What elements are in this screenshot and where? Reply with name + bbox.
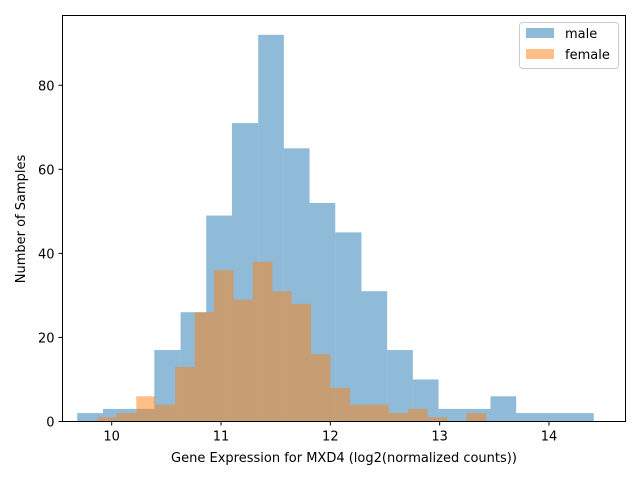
bars-layer xyxy=(77,34,594,422)
y-tick-label: 60 xyxy=(38,163,55,178)
y-tick-label: 0 xyxy=(46,416,54,431)
y-axis: 0 20 40 60 80 xyxy=(38,79,63,431)
female-bar-3 xyxy=(155,404,176,422)
y-tick-label: 80 xyxy=(38,79,55,94)
female-bar-6 xyxy=(213,270,234,422)
male-bar-17 xyxy=(516,413,542,422)
x-tick-label: 13 xyxy=(431,430,448,445)
y-axis-label: Number of Samples xyxy=(14,155,29,284)
x-tick-label: 12 xyxy=(322,430,339,445)
legend-swatch-female xyxy=(526,49,554,59)
x-axis-label: Gene Expression for MXD4 (log2(normalize… xyxy=(171,451,517,466)
female-bar-19 xyxy=(466,413,487,422)
x-tick-label: 14 xyxy=(541,430,558,445)
x-tick-label: 10 xyxy=(103,430,120,445)
female-bar-14 xyxy=(369,404,389,422)
male-bar-18 xyxy=(541,413,569,422)
female-bar-12 xyxy=(330,387,351,422)
male-bar-0 xyxy=(77,413,103,422)
male-bar-16 xyxy=(490,396,517,422)
female-bar-17 xyxy=(427,417,448,422)
axes-frame xyxy=(62,15,626,422)
female-bar-11 xyxy=(311,354,331,422)
male-bar-19 xyxy=(568,413,594,422)
female-bar-13 xyxy=(350,404,370,422)
x-axis: 10 11 12 13 14 xyxy=(103,421,558,445)
female-bar-9 xyxy=(272,291,292,422)
female-bar-1 xyxy=(116,413,137,422)
y-tick-label: 20 xyxy=(38,331,55,346)
legend: male female xyxy=(519,22,619,69)
female-bar-2 xyxy=(136,396,156,422)
legend-label-male: male xyxy=(565,27,597,42)
female-bar-16 xyxy=(407,408,428,422)
female-bar-4 xyxy=(175,366,195,422)
y-tick-label: 40 xyxy=(38,247,55,262)
plot-area xyxy=(62,15,626,422)
female-bar-8 xyxy=(252,261,273,422)
female-bar-7 xyxy=(233,299,253,422)
legend-label-female: female xyxy=(565,48,610,63)
legend-swatch-male xyxy=(526,28,554,38)
female-bar-15 xyxy=(388,413,408,422)
female-bar-5 xyxy=(194,312,214,422)
female-bar-0 xyxy=(97,417,117,422)
male-bar-11 xyxy=(361,291,388,422)
x-tick-label: 11 xyxy=(213,430,230,445)
female-bar-10 xyxy=(291,303,312,422)
